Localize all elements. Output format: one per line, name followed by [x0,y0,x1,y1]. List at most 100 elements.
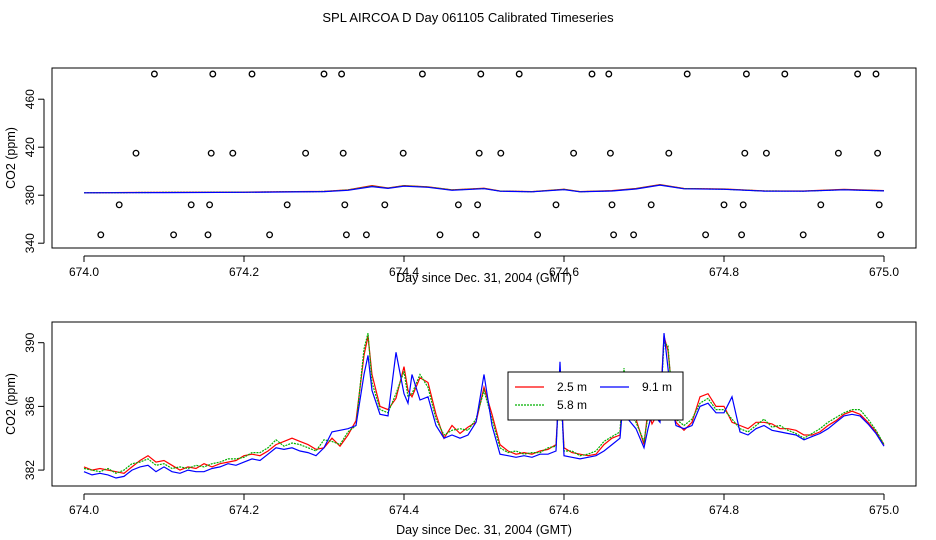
panel1-point [683,70,691,78]
figure-title: SPL AIRCOA D Day 061105 Calibrated Times… [322,10,614,25]
panel1-point [477,70,485,78]
panel1-x-tick-label: 674.4 [389,265,419,279]
panel2-y-axis: 382 386 390 [23,332,45,480]
panel1-point [302,149,310,157]
panel1-point [741,149,749,157]
panel2-series-2-5-m [83,336,885,474]
panel1-point [606,149,614,157]
panel2-y-label: CO2 (ppm) [4,373,18,435]
panel1-point [283,201,291,209]
panel1-point [647,201,655,209]
panel1-point [720,201,728,209]
panel1-point [150,70,158,78]
panel1-point [874,149,882,157]
panel1-point [248,70,256,78]
panel1-point [339,149,347,157]
panel1-x-tick-label: 674.0 [69,265,99,279]
panel1-y-label: CO2 (ppm) [4,127,18,189]
panel1-point [875,201,883,209]
panel1-point [742,70,750,78]
panel1-point [781,70,789,78]
panel1-point [341,201,349,209]
panel1-point [762,149,770,157]
panel1-point [739,201,747,209]
panel1-frame [51,67,917,249]
panel1-y-axis: 340 380 420 460 [23,89,45,253]
panel1-point [266,231,274,239]
panel1-point [552,201,560,209]
panel2-y-tick-label: 382 [23,460,37,480]
panel1-point [381,201,389,209]
panel2-series-5-8-m [83,332,885,474]
panel1-point [475,149,483,157]
panel1-point [206,201,214,209]
panel1-point [362,231,370,239]
panel2-x-tick-label: 674.0 [69,503,99,517]
panel1-point [399,149,407,157]
panel1-point [209,70,217,78]
panel1-point [342,231,350,239]
legend-label-2-5m: 2.5 m [557,380,587,394]
panel1-point [497,149,505,157]
raw-co2-panel: 674.0 674.2 674.4 674.6 674.8 675.0 340 380 420… [4,67,917,285]
panel2-x-tick-label: 674.6 [549,503,579,517]
panel2-series-9-1-m [83,333,885,479]
panel1-y-tick-label: 420 [23,137,37,157]
panel1-point [834,149,842,157]
panel1-y-tick-label: 460 [23,89,37,109]
panel1-x-axis: 674.0 674.2 674.4 674.6 674.8 675.0 [69,255,899,279]
panel1-x-tick-label: 674.6 [549,265,579,279]
panel1-point [817,201,825,209]
panel1-point [665,149,673,157]
panel1-point [854,70,862,78]
panel1-point [454,201,462,209]
panel1-point [799,231,807,239]
legend-label-9-1m: 9.1 m [642,380,672,394]
panel2-y-tick-label: 390 [23,332,37,352]
legend-box [507,371,684,421]
panel1-series-9-1-m [83,184,885,194]
panel1-point [115,201,123,209]
panel1-point [738,231,746,239]
panel1-point [436,231,444,239]
panel1-point [187,201,195,209]
panel1-point [702,231,710,239]
panel1-overlay-lines [83,183,885,194]
panel1-x-tick-label: 674.8 [709,265,739,279]
panel1-point [588,70,596,78]
panel1-point [515,70,523,78]
panel1-point [320,70,328,78]
panel2-frame [51,321,917,487]
panel2-x-tick-label: 674.4 [389,503,419,517]
panel2-y-tick-label: 386 [23,396,37,416]
panel1-point [570,149,578,157]
panel1-y-tick-label: 340 [23,233,37,253]
panel1-point [610,231,618,239]
panel1-x-label: Day since Dec. 31, 2004 (GMT) [396,271,572,285]
panel1-point [170,231,178,239]
panel1-point [534,231,542,239]
panel1-y-tick-label: 380 [23,185,37,205]
panel1-point [338,70,346,78]
calibrated-co2-panel: 674.0 674.2 674.4 674.6 674.8 675.0 382 386 390… [4,321,917,537]
panel1-point [132,149,140,157]
panel1-point [877,231,885,239]
panel2-x-tick-label: 674.8 [709,503,739,517]
panel1-point [608,201,616,209]
panel1-point [418,70,426,78]
panel1-point [472,231,480,239]
panel2-x-label: Day since Dec. 31, 2004 (GMT) [396,523,572,537]
panel2-series-lines [83,332,885,479]
panel1-point [630,231,638,239]
panel2-x-tick-label: 674.2 [229,503,259,517]
panel1-point [207,149,215,157]
panel1-point [872,70,880,78]
panel1-points [97,70,885,239]
panel1-point [605,70,613,78]
panel1-x-tick-label: 675.0 [869,265,899,279]
legend-label-5-8m: 5.8 m [557,398,587,412]
panel2-x-tick-label: 675.0 [869,503,899,517]
panel1-point [229,149,237,157]
panel1-point [204,231,212,239]
